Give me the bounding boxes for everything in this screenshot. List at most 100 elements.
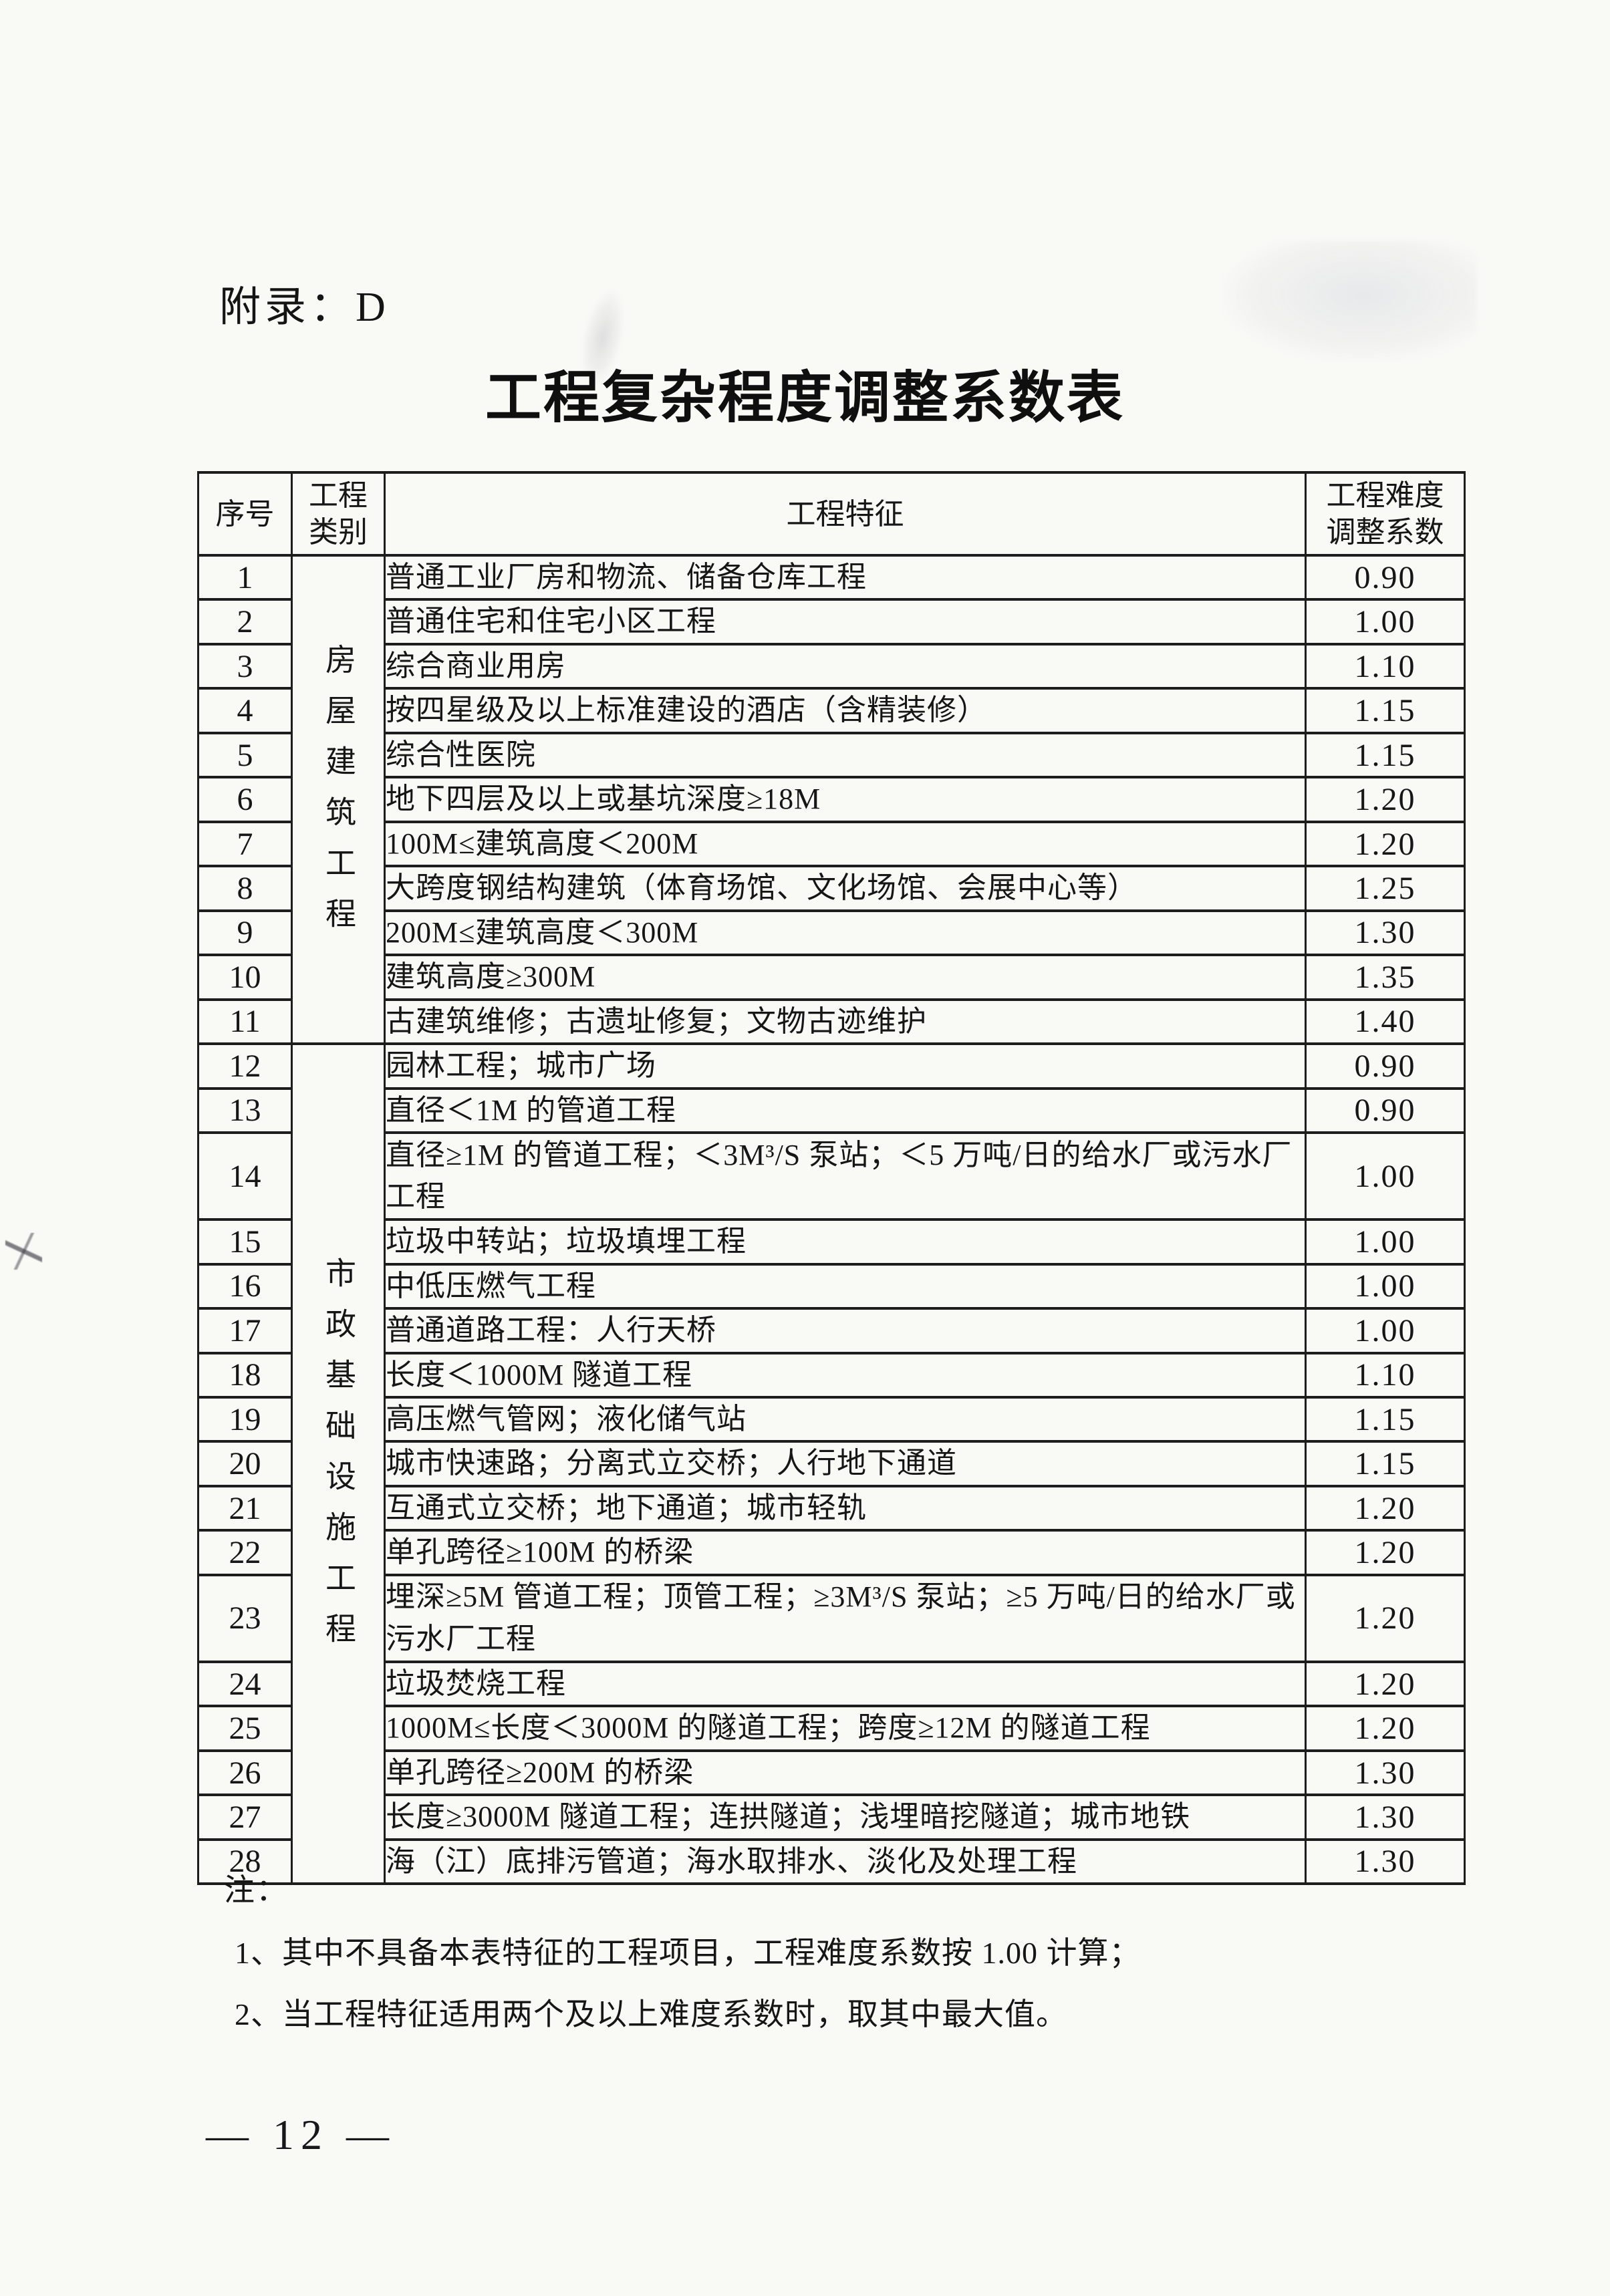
- row-index: 22: [197, 1529, 293, 1576]
- appendix-label: 附录：D: [219, 285, 390, 330]
- row-coefficient: 1.40: [1305, 998, 1466, 1046]
- row-index: 26: [197, 1749, 293, 1797]
- row-index: 17: [197, 1307, 293, 1354]
- header-feature: 工程特征: [384, 471, 1307, 557]
- row-coefficient: 1.30: [1305, 909, 1466, 957]
- row-feature: 单孔跨径≥200M 的桥梁: [384, 1749, 1307, 1797]
- table-row: 27 长度≥3000M 隧道工程；连拱隧道；浅埋暗挖隧道；城市地铁 1.30: [197, 1793, 1466, 1841]
- table-row: 20 城市快速路；分离式立交桥；人行地下通道 1.15: [197, 1440, 1466, 1487]
- row-coefficient: 1.30: [1305, 1838, 1466, 1886]
- row-coefficient: 0.90: [1305, 553, 1466, 601]
- row-feature: 古建筑维修；古遗址修复；文物古迹维护: [384, 998, 1307, 1046]
- row-feature: 综合性医院: [384, 731, 1307, 779]
- table-row: 19 高压燃气管网；液化储气站 1.15: [197, 1395, 1466, 1443]
- note-item: 2、当工程特征适用两个及以上难度系数时，取其中最大值。: [235, 1997, 1067, 2031]
- table-row: 26 单孔跨径≥200M 的桥梁 1.30: [197, 1749, 1466, 1797]
- row-feature: 园林工程；城市广场: [384, 1042, 1307, 1090]
- table-row: 22 单孔跨径≥100M 的桥梁 1.20: [197, 1529, 1466, 1576]
- row-coefficient: 1.00: [1305, 1307, 1466, 1354]
- header-category: 工程 类别: [291, 471, 386, 557]
- table-row: 14 直径≥1M 的管道工程；＜3M³/S 泵站；＜5 万吨/日的给水厂或污水厂…: [197, 1131, 1466, 1222]
- row-feature: 按四星级及以上标准建设的酒店（含精装修）: [384, 687, 1307, 734]
- row-feature: 长度＜1000M 隧道工程: [384, 1351, 1307, 1399]
- category-cell-building: 房屋建筑工程: [291, 553, 386, 1046]
- row-coefficient: 1.30: [1305, 1749, 1466, 1797]
- row-coefficient: 1.10: [1305, 642, 1466, 690]
- row-coefficient: 1.00: [1305, 598, 1466, 645]
- page-title: 工程复杂程度调整系数表: [485, 368, 1125, 430]
- table-row: 5 综合性医院 1.15: [197, 731, 1466, 779]
- table-row: 16 中低压燃气工程 1.00: [197, 1262, 1466, 1310]
- table-row: 23 埋深≥5M 管道工程；顶管工程；≥3M³/S 泵站；≥5 万吨/日的给水厂…: [197, 1573, 1466, 1663]
- row-coefficient: 1.15: [1305, 1440, 1466, 1487]
- row-index: 1: [197, 553, 293, 601]
- row-index: 8: [197, 865, 293, 912]
- table-header-row: 序号 工程 类别 工程特征 工程难度 调整系数: [197, 471, 1466, 557]
- table-row: 24 垃圾焚烧工程 1.20: [197, 1660, 1466, 1708]
- row-coefficient: 0.90: [1305, 1087, 1466, 1135]
- row-coefficient: 1.25: [1305, 865, 1466, 912]
- row-index: 18: [197, 1351, 293, 1399]
- table-row: 12 市政基础设施工程 园林工程；城市广场 0.90: [197, 1042, 1466, 1886]
- row-feature: 100M≤建筑高度＜200M: [384, 820, 1307, 868]
- row-coefficient: 1.15: [1305, 731, 1466, 779]
- table-row: 2 普通住宅和住宅小区工程 1.00: [197, 598, 1466, 645]
- page-number: — 12 —: [206, 2111, 396, 2158]
- row-feature: 直径≥1M 的管道工程；＜3M³/S 泵站；＜5 万吨/日的给水厂或污水厂工程: [384, 1131, 1307, 1222]
- row-index: 3: [197, 642, 293, 690]
- row-coefficient: 1.30: [1305, 1793, 1466, 1841]
- row-index: 23: [197, 1573, 293, 1663]
- table-row: 11 古建筑维修；古遗址修复；文物古迹维护 1.40: [197, 998, 1466, 1046]
- row-feature: 互通式立交桥；地下通道；城市轻轨: [384, 1484, 1307, 1532]
- header-index: 序号: [197, 471, 293, 557]
- row-coefficient: 1.00: [1305, 1131, 1466, 1222]
- row-coefficient: 1.00: [1305, 1218, 1466, 1266]
- row-index: 2: [197, 598, 293, 645]
- scan-artifact: [5, 1233, 42, 1270]
- header-coefficient: 工程难度 调整系数: [1305, 471, 1466, 557]
- row-feature: 埋深≥5M 管道工程；顶管工程；≥3M³/S 泵站；≥5 万吨/日的给水厂或污水…: [384, 1573, 1307, 1663]
- row-coefficient: 1.20: [1305, 1484, 1466, 1532]
- note-item: 1、其中不具备本表特征的工程项目，工程难度系数按 1.00 计算；: [235, 1936, 1141, 1970]
- table-row: 9 200M≤建筑高度＜300M 1.30: [197, 909, 1466, 957]
- row-index: 9: [197, 909, 293, 957]
- row-index: 16: [197, 1262, 293, 1310]
- table-row: 13 直径＜1M 的管道工程 0.90: [197, 1087, 1466, 1135]
- row-coefficient: 1.20: [1305, 1705, 1466, 1752]
- row-feature: 1000M≤长度＜3000M 的隧道工程；跨度≥12M 的隧道工程: [384, 1705, 1307, 1752]
- row-index: 13: [197, 1087, 293, 1135]
- row-index: 7: [197, 820, 293, 868]
- category-label: 房屋建筑工程: [321, 643, 356, 949]
- table-row: 8 大跨度钢结构建筑（体育场馆、文化场馆、会展中心等） 1.25: [197, 865, 1466, 912]
- row-feature: 城市快速路；分离式立交桥；人行地下通道: [384, 1440, 1307, 1487]
- row-coefficient: 0.90: [1305, 1042, 1466, 1090]
- notes-label: 注：: [224, 1873, 288, 1907]
- row-coefficient: 1.00: [1305, 1262, 1466, 1310]
- coefficient-table: 序号 工程 类别 工程特征 工程难度 调整系数 1 房屋建筑工程 普通工业厂房和…: [197, 471, 1466, 1886]
- table-row: 28 海（江）底排污管道；海水取排水、淡化及处理工程 1.30: [197, 1838, 1466, 1886]
- row-index: 4: [197, 687, 293, 734]
- row-index: 6: [197, 776, 293, 823]
- row-index: 14: [197, 1131, 293, 1222]
- row-feature: 综合商业用房: [384, 642, 1307, 690]
- table-row: 15 垃圾中转站；垃圾填埋工程 1.00: [197, 1218, 1466, 1266]
- row-feature: 垃圾焚烧工程: [384, 1660, 1307, 1708]
- table-row: 4 按四星级及以上标准建设的酒店（含精装修） 1.15: [197, 687, 1466, 734]
- row-index: 11: [197, 998, 293, 1046]
- row-feature: 中低压燃气工程: [384, 1262, 1307, 1310]
- table-row: 10 建筑高度≥300M 1.35: [197, 954, 1466, 1001]
- row-index: 24: [197, 1660, 293, 1708]
- row-coefficient: 1.35: [1305, 954, 1466, 1001]
- row-index: 19: [197, 1395, 293, 1443]
- category-cell-municipal: 市政基础设施工程: [291, 1042, 386, 1886]
- row-feature: 长度≥3000M 隧道工程；连拱隧道；浅埋暗挖隧道；城市地铁: [384, 1793, 1307, 1841]
- row-index: 27: [197, 1793, 293, 1841]
- table-row: 18 长度＜1000M 隧道工程 1.10: [197, 1351, 1466, 1399]
- row-index: 10: [197, 954, 293, 1001]
- row-feature: 直径＜1M 的管道工程: [384, 1087, 1307, 1135]
- row-feature: 单孔跨径≥100M 的桥梁: [384, 1529, 1307, 1576]
- table-row: 1 房屋建筑工程 普通工业厂房和物流、储备仓库工程 0.90: [197, 553, 1466, 1046]
- row-feature: 建筑高度≥300M: [384, 954, 1307, 1001]
- row-coefficient: 1.10: [1305, 1351, 1466, 1399]
